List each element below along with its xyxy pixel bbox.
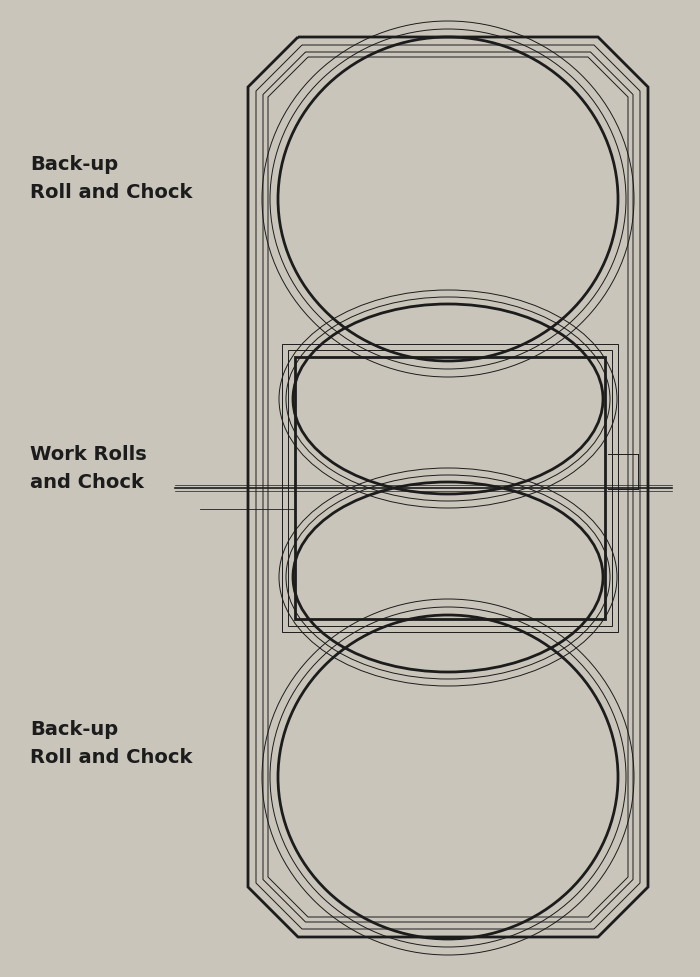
- Text: Back-up: Back-up: [30, 719, 118, 739]
- Bar: [295, 358, 605, 619]
- Text: Roll and Chock: Roll and Chock: [30, 747, 193, 766]
- Text: Work Rolls: Work Rolls: [30, 445, 147, 463]
- Text: Back-up: Back-up: [30, 154, 118, 174]
- Bar: [288, 351, 612, 626]
- Bar: [282, 345, 618, 632]
- Text: Roll and Chock: Roll and Chock: [30, 183, 193, 202]
- Text: and Chock: and Chock: [30, 473, 144, 491]
